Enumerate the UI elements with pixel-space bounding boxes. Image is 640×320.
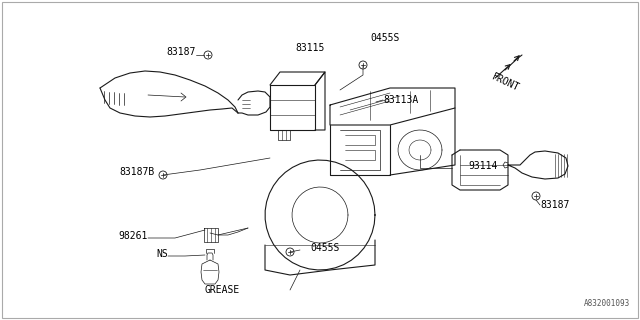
Text: 83115: 83115	[295, 43, 324, 53]
Text: 0455S: 0455S	[370, 33, 399, 43]
Text: 83187B: 83187B	[120, 167, 155, 177]
Text: GREASE: GREASE	[204, 285, 239, 295]
Text: A832001093: A832001093	[584, 299, 630, 308]
Text: 83187: 83187	[166, 47, 196, 57]
Text: 0455S: 0455S	[310, 243, 339, 253]
Text: 98261: 98261	[118, 231, 148, 241]
Text: 93114: 93114	[468, 161, 497, 171]
Text: 83187: 83187	[540, 200, 570, 210]
Text: NS: NS	[156, 249, 168, 259]
Text: FRONT: FRONT	[490, 71, 521, 93]
Text: 83113A: 83113A	[383, 95, 419, 105]
